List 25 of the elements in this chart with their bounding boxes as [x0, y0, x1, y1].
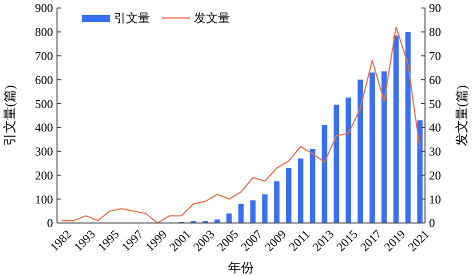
- y-tick-label: 700: [35, 48, 53, 63]
- y2-tick-label: 50: [429, 96, 441, 111]
- y2-tick-label: 80: [429, 25, 441, 40]
- y2-tick-label: 20: [429, 168, 441, 182]
- y-tick-label: 200: [35, 168, 53, 182]
- y-tick-label: 500: [35, 96, 53, 111]
- y-tick-label: 100: [35, 192, 53, 206]
- y2-tick-label: 30: [429, 144, 441, 159]
- y-tick-label: 400: [35, 120, 53, 135]
- y2-axis-title: 发文量(篇): [454, 85, 469, 146]
- y-axis-title: 引文量(篇): [2, 85, 17, 146]
- y2-tick-label: 70: [429, 48, 441, 63]
- y-tick-label: 900: [35, 1, 53, 16]
- legend-label: 发文量: [194, 11, 230, 26]
- y2-tick-label: 10: [429, 192, 441, 206]
- y2-tick-label: 0: [429, 216, 435, 230]
- x-axis-title: 年份: [228, 260, 254, 275]
- y-tick-label: 300: [35, 144, 53, 159]
- y-tick-label: 0: [47, 216, 53, 230]
- y2-tick-label: 90: [429, 1, 441, 16]
- y2-tick-label: 40: [429, 120, 441, 135]
- y2-tick-label: 60: [429, 72, 441, 87]
- y-tick-label: 600: [35, 72, 53, 87]
- legend-label: 引文量: [114, 11, 150, 26]
- y-tick-label: 800: [35, 25, 53, 40]
